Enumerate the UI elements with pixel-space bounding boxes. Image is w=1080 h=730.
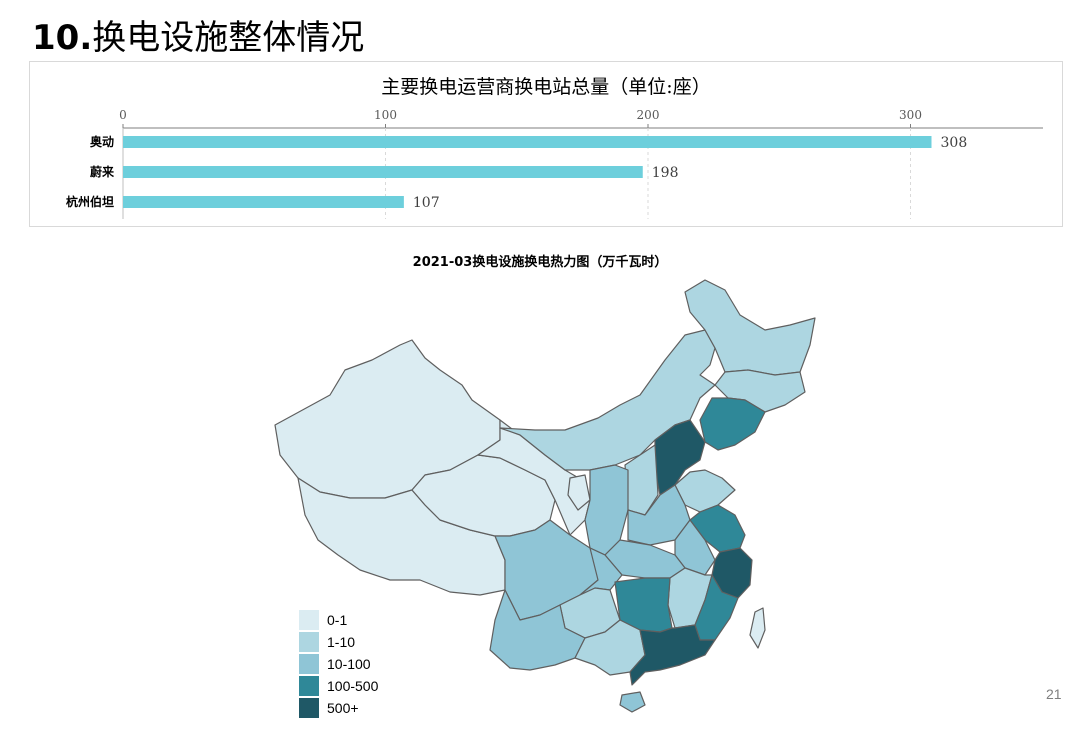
category-label: 奥动 [90, 134, 114, 149]
map-region [567, 474, 591, 511]
legend-label: 500+ [327, 700, 359, 716]
legend-swatch [298, 697, 320, 719]
legend-item: 10-100 [298, 653, 378, 675]
legend-item: 0-1 [298, 609, 378, 631]
map-region [674, 469, 736, 513]
bar-chart-title: 主要换电运营商换电站总量（单位:座） [381, 76, 711, 98]
x-tick-label: 100 [374, 108, 397, 122]
legend-label: 100-500 [327, 678, 379, 694]
map-region [684, 279, 816, 376]
slide-title-number: 10. [32, 18, 93, 58]
legend-item: 500+ [298, 697, 378, 719]
bar [123, 196, 404, 208]
map-region [749, 607, 766, 649]
slide-title-text: 换电设施整体情况 [92, 18, 365, 58]
data-label: 308 [941, 135, 968, 151]
bar-chart-panel: 主要换电运营商换电站总量（单位:座） 0 100 200 300 奥动 308 蔚来 198 杭… [29, 61, 1063, 227]
slide-title: 10.换电设施整体情况 [32, 10, 364, 59]
page-number: 21 [1046, 686, 1062, 702]
legend-label: 0-1 [327, 612, 348, 628]
legend-swatch [298, 653, 320, 675]
category-label: 杭州伯坦 [66, 194, 114, 209]
legend-item: 100-500 [298, 675, 378, 697]
bar [123, 166, 643, 178]
map-region [689, 504, 746, 553]
legend-swatch [298, 609, 320, 631]
map-region [699, 397, 766, 451]
bar-chart: 0 100 200 300 奥动 308 蔚来 198 杭州伯坦 107 [66, 108, 1043, 219]
bar [123, 136, 932, 148]
map-region [629, 624, 716, 686]
map-region [627, 484, 691, 546]
map-region [619, 691, 646, 713]
legend-label: 10-100 [327, 656, 371, 672]
legend-item: 1-10 [298, 631, 378, 653]
data-label: 107 [413, 195, 440, 211]
x-tick-label: 300 [899, 108, 922, 122]
map-legend: 0-1 1-10 10-100 100-500 500+ [298, 609, 378, 719]
x-tick-label: 200 [637, 108, 660, 122]
x-tick-label: 0 [119, 108, 127, 122]
legend-label: 1-10 [327, 634, 356, 650]
data-label: 198 [652, 165, 679, 181]
legend-swatch [298, 631, 320, 653]
category-label: 蔚来 [90, 164, 115, 179]
map-chart-title: 2021-03换电设施换电热力图（万千瓦时） [412, 255, 668, 270]
map-region [411, 454, 556, 537]
legend-swatch [298, 675, 320, 697]
